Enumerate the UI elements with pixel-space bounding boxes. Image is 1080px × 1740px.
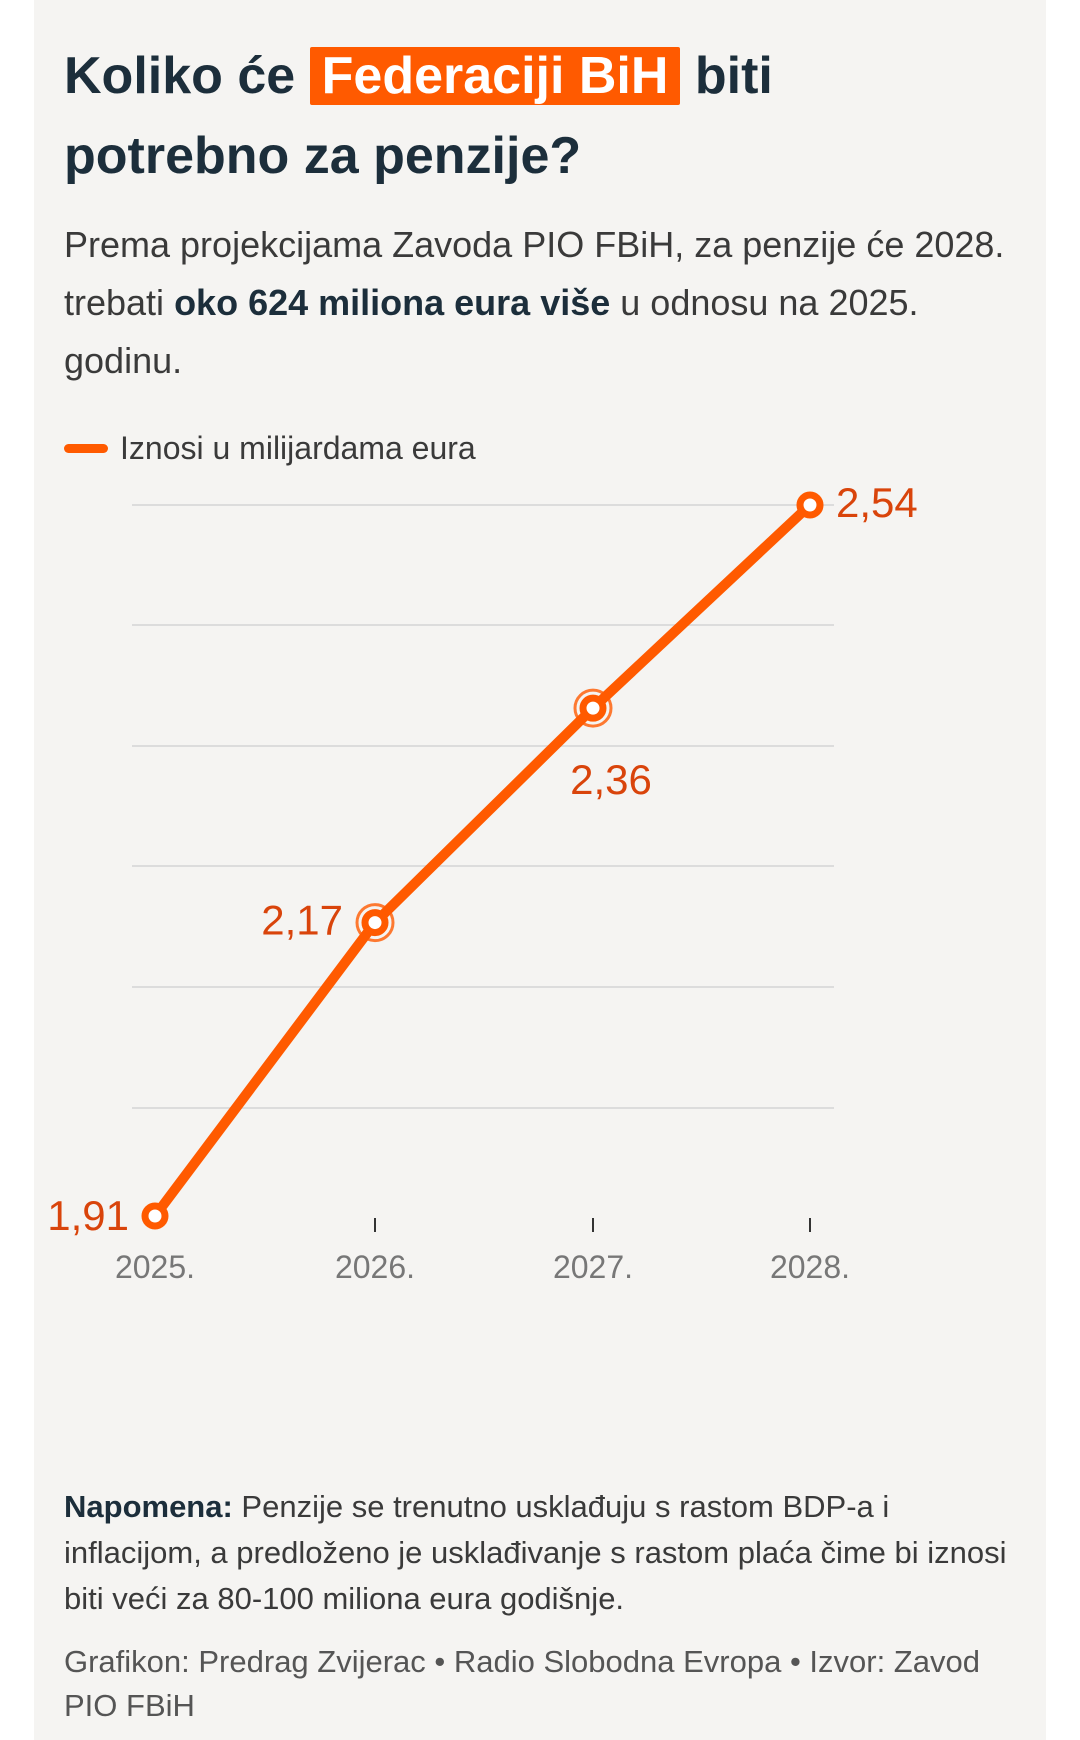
- subtitle-text-end: u odnosu na 2025. godinu.: [64, 282, 919, 381]
- chart-subtitle: Prema projekcijama Zavoda PIO FBiH, za p…: [64, 216, 1014, 390]
- data-label: 2,17: [261, 897, 343, 944]
- title-text-end: biti potrebno za penzije?: [64, 47, 773, 185]
- chart-card: Koliko će Federaciji BiH biti potrebno z…: [34, 0, 1046, 1740]
- subtitle-text-start: Prema projekcijama Zavoda PIO FBiH, za p…: [64, 224, 1005, 323]
- legend-label: Iznosi u milijardama eura: [120, 429, 476, 466]
- legend-swatch: [64, 443, 108, 453]
- data-point: [141, 1202, 169, 1230]
- data-label: 2,54: [836, 479, 918, 526]
- data-point-halo: [355, 903, 395, 943]
- x-tick-label: 2027.: [553, 1249, 633, 1285]
- note-text: Penzije se trenutno usklađuju s rastom B…: [64, 1489, 1007, 1616]
- subtitle-emphasis: oko 624 miliona eura više: [174, 282, 611, 323]
- note-label: Napomena:: [64, 1489, 233, 1524]
- chart-title: Koliko će Federaciji BiH biti potrebno z…: [64, 36, 1004, 196]
- x-tick-label: 2028.: [770, 1249, 850, 1285]
- x-tick-label: 2025.: [115, 1249, 195, 1285]
- line-chart: 2025. 2026. 2027. 2028. 1,91 2,17 2,36 2,54: [47, 479, 918, 1285]
- data-label: 1,91: [47, 1192, 129, 1239]
- data-label: 2,36: [570, 756, 652, 803]
- chart-credit: Grafikon: Predrag Zvijerac • Radio Slobo…: [64, 1644, 980, 1723]
- title-text-start: Koliko će: [64, 47, 310, 105]
- chart-legend: Iznosi u milijardama eura: [64, 425, 476, 471]
- data-point: [579, 694, 607, 722]
- data-point: [361, 909, 389, 937]
- title-highlight: Federaciji BiH: [309, 47, 681, 105]
- chart-note: Napomena: Penzije se trenutno usklađuju …: [64, 1484, 1024, 1622]
- data-point-halo: [573, 688, 613, 728]
- data-point: [796, 491, 824, 519]
- series-line: [150, 500, 815, 1221]
- x-tick-label: 2026.: [335, 1249, 415, 1285]
